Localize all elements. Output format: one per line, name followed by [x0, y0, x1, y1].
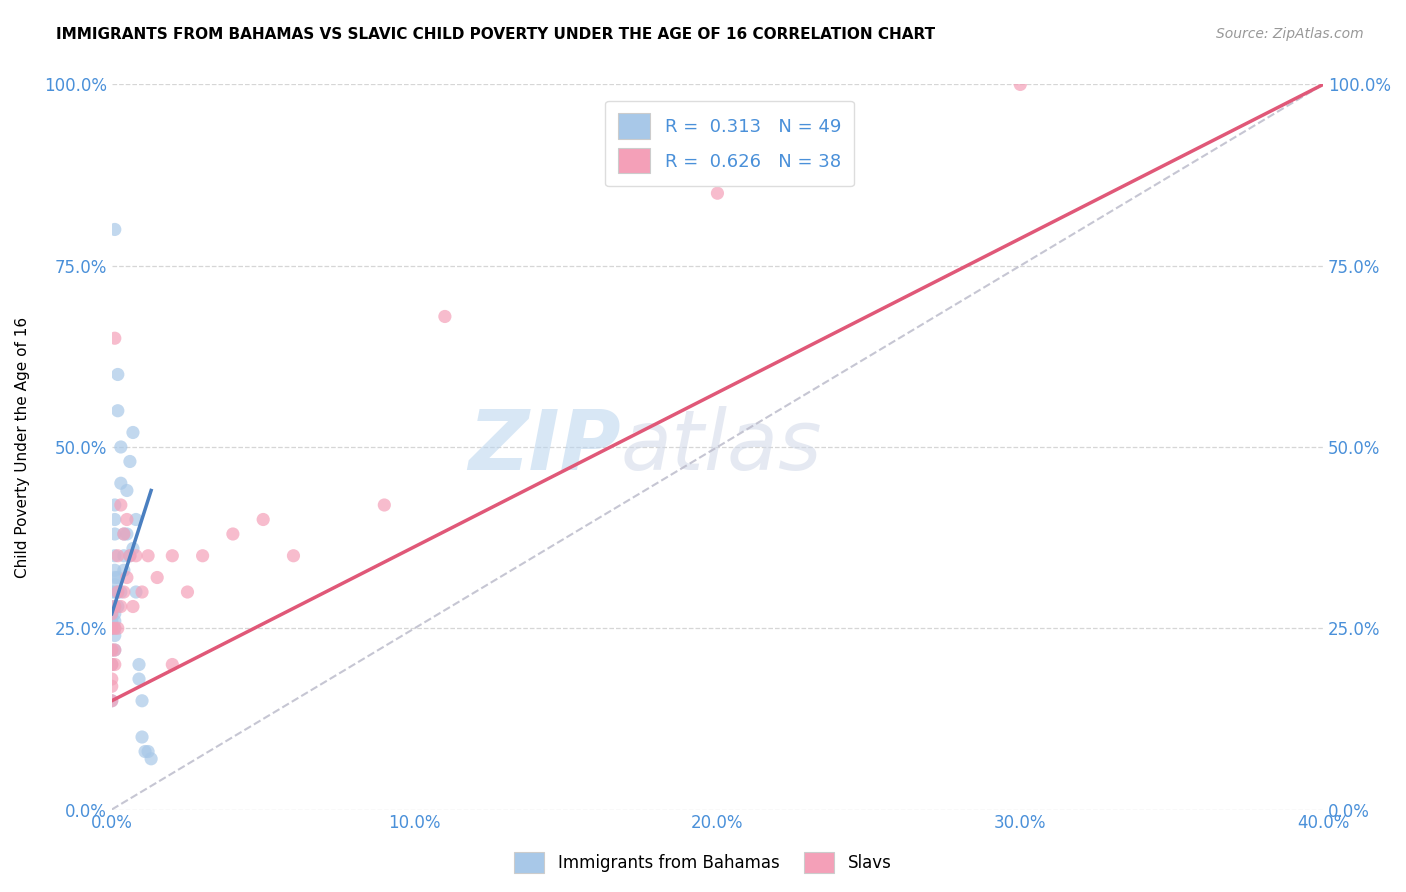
Point	[104, 614, 127, 628]
Point	[100, 614, 122, 628]
Point	[115, 483, 138, 498]
Point	[104, 527, 127, 541]
Point	[118, 454, 141, 468]
Point	[162, 549, 184, 563]
Point	[104, 570, 127, 584]
Point	[107, 549, 129, 563]
Point	[104, 621, 127, 635]
Point	[104, 643, 127, 657]
Point	[100, 694, 122, 708]
Point	[104, 643, 127, 657]
Point	[107, 585, 129, 599]
Point	[100, 599, 122, 614]
Legend: R =  0.313   N = 49, R =  0.626   N = 38: R = 0.313 N = 49, R = 0.626 N = 38	[605, 101, 853, 186]
Point	[125, 549, 148, 563]
Point	[104, 599, 127, 614]
Text: IMMIGRANTS FROM BAHAMAS VS SLAVIC CHILD POVERTY UNDER THE AGE OF 16 CORRELATION : IMMIGRANTS FROM BAHAMAS VS SLAVIC CHILD …	[56, 27, 935, 42]
Point	[107, 570, 129, 584]
Point	[122, 425, 145, 440]
Point	[118, 549, 141, 563]
Point	[136, 745, 159, 759]
Point	[104, 498, 127, 512]
Point	[104, 585, 127, 599]
Point	[706, 186, 728, 201]
Point	[122, 541, 145, 556]
Point	[104, 607, 127, 621]
Point	[100, 694, 122, 708]
Point	[112, 585, 135, 599]
Point	[136, 549, 159, 563]
Point	[433, 310, 456, 324]
Point	[104, 578, 127, 592]
Point	[100, 607, 122, 621]
Point	[110, 476, 132, 491]
Point	[128, 672, 150, 686]
Point	[100, 672, 122, 686]
Point	[104, 549, 127, 563]
Point	[139, 752, 162, 766]
Text: Source: ZipAtlas.com: Source: ZipAtlas.com	[1216, 27, 1364, 41]
Point	[131, 694, 153, 708]
Point	[104, 222, 127, 236]
Point	[100, 679, 122, 693]
Point	[115, 527, 138, 541]
Point	[104, 628, 127, 642]
Point	[125, 512, 148, 526]
Point	[107, 621, 129, 635]
Point	[110, 440, 132, 454]
Point	[125, 585, 148, 599]
Point	[104, 512, 127, 526]
Point	[146, 570, 169, 584]
Point	[283, 549, 305, 563]
Point	[100, 657, 122, 672]
Legend: Immigrants from Bahamas, Slavs: Immigrants from Bahamas, Slavs	[508, 846, 898, 880]
Point	[191, 549, 214, 563]
Point	[100, 643, 122, 657]
Point	[115, 512, 138, 526]
Point	[100, 585, 122, 599]
Point	[104, 331, 127, 345]
Point	[176, 585, 198, 599]
Point	[104, 657, 127, 672]
Point	[110, 599, 132, 614]
Point	[252, 512, 274, 526]
Point	[107, 403, 129, 417]
Point	[100, 657, 122, 672]
Point	[112, 527, 135, 541]
Point	[131, 585, 153, 599]
Point	[115, 570, 138, 584]
Point	[222, 527, 245, 541]
Point	[112, 527, 135, 541]
Y-axis label: Child Poverty Under the Age of 16: Child Poverty Under the Age of 16	[15, 317, 30, 577]
Text: atlas: atlas	[620, 407, 823, 488]
Point	[131, 730, 153, 744]
Point	[134, 745, 156, 759]
Point	[1010, 78, 1032, 92]
Point	[107, 599, 129, 614]
Point	[104, 599, 127, 614]
Point	[112, 563, 135, 577]
Point	[104, 621, 127, 635]
Point	[100, 621, 122, 635]
Point	[110, 498, 132, 512]
Point	[162, 657, 184, 672]
Point	[107, 585, 129, 599]
Point	[104, 563, 127, 577]
Point	[110, 585, 132, 599]
Point	[107, 368, 129, 382]
Point	[100, 643, 122, 657]
Point	[128, 657, 150, 672]
Point	[122, 599, 145, 614]
Point	[373, 498, 395, 512]
Point	[118, 549, 141, 563]
Point	[112, 549, 135, 563]
Point	[100, 607, 122, 621]
Text: ZIP: ZIP	[468, 407, 620, 488]
Point	[100, 621, 122, 635]
